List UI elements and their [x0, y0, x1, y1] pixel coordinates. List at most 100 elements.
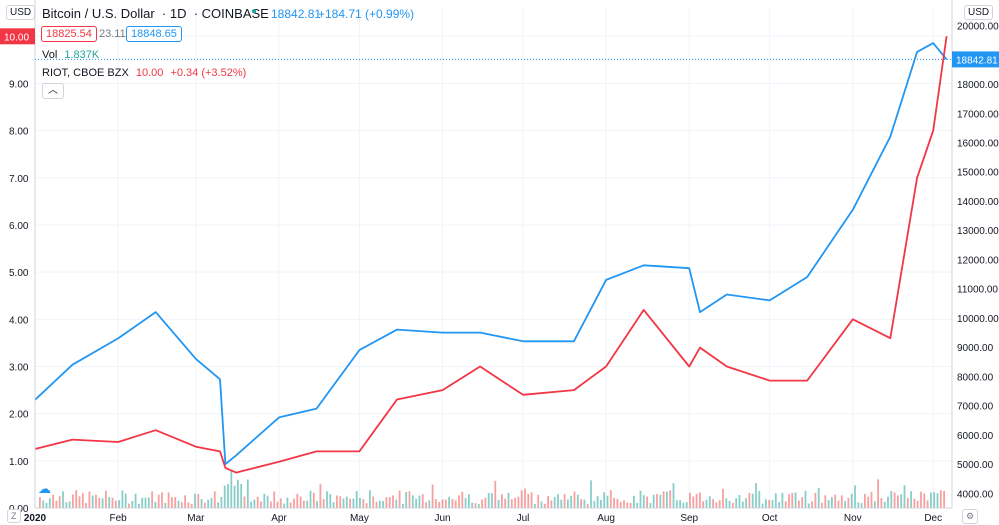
- volume-bars: [39, 470, 945, 508]
- right-tick-label: 11000.00: [957, 285, 998, 296]
- volume-bar: [926, 500, 929, 508]
- volume-bar: [798, 500, 800, 508]
- right-tick-label: 9000.00: [957, 343, 994, 354]
- symbol-title[interactable]: Bitcoin / U.S. Dollar · 1D · COINBASE: [42, 6, 269, 21]
- auto-scale-icon[interactable]: Z: [7, 509, 21, 523]
- volume-bar: [501, 494, 503, 508]
- volume-legend[interactable]: Vol 1.837K: [42, 49, 99, 61]
- volume-bar: [715, 502, 718, 508]
- right-tick-label: 18000.00: [957, 80, 999, 91]
- volume-bar: [510, 499, 513, 508]
- volume-bar: [748, 492, 751, 508]
- volume-bar: [732, 502, 734, 508]
- volume-bar: [78, 496, 81, 508]
- volume-bar: [345, 496, 348, 508]
- volume-bar: [161, 492, 163, 508]
- collapse-legend-button[interactable]: ︿: [42, 83, 64, 99]
- volume-bar: [527, 493, 530, 508]
- volume-bar: [933, 492, 936, 508]
- right-tick-label: 4000.00: [957, 489, 994, 500]
- left-tick-label: 1.00: [9, 457, 29, 468]
- buy-button[interactable]: 18848.65: [126, 26, 182, 42]
- volume-bar: [286, 497, 289, 508]
- volume-bar: [114, 500, 117, 508]
- settings-gear-icon[interactable]: ⚙: [962, 509, 979, 524]
- volume-bar: [332, 502, 335, 508]
- volume-bar: [745, 498, 747, 508]
- volume-bar: [461, 491, 464, 508]
- volume-bar: [722, 488, 724, 508]
- volume-bar: [65, 502, 68, 508]
- volume-bar: [458, 495, 460, 508]
- volume-bar: [220, 497, 223, 508]
- volume-bar: [666, 491, 668, 508]
- volume-bar: [662, 491, 665, 508]
- volume-bar: [930, 492, 932, 508]
- volume-bar: [101, 498, 104, 508]
- sell-button[interactable]: 18825.54: [41, 26, 97, 42]
- right-scale-currency[interactable]: USD: [964, 5, 994, 20]
- volume-bar: [362, 499, 365, 508]
- volume-bar: [184, 495, 186, 508]
- volume-bar: [138, 503, 140, 508]
- volume-bar: [920, 491, 922, 508]
- btc-line: [34, 42, 948, 466]
- volume-bar: [296, 493, 299, 508]
- x-tick-label: Aug: [597, 513, 615, 524]
- volume-bar: [289, 502, 292, 508]
- left-scale-currency[interactable]: USD: [6, 5, 36, 20]
- volume-bar: [530, 492, 533, 508]
- volume-bar: [619, 501, 622, 508]
- volume-bar: [303, 500, 305, 508]
- volume-bar: [197, 493, 200, 508]
- volume-bar: [649, 503, 652, 508]
- volume-bar: [596, 496, 599, 508]
- volume-bar: [428, 500, 431, 508]
- volume-bar: [682, 502, 685, 508]
- volume-bar: [507, 492, 510, 508]
- x-tick-label: 2020: [24, 513, 47, 524]
- volume-bar: [524, 488, 526, 508]
- volume-bar: [514, 497, 516, 508]
- volume-bar: [831, 497, 833, 508]
- volume-bar: [735, 498, 738, 508]
- volume-bar: [560, 499, 563, 508]
- volume-bar: [253, 499, 256, 508]
- volume-bar: [887, 496, 889, 508]
- volume-bar: [656, 494, 658, 508]
- volume-bar: [850, 493, 853, 508]
- compare-symbol: RIOT, CBOE BZX: [42, 67, 129, 79]
- volume-bar: [916, 500, 919, 508]
- x-tick-label: Jun: [434, 513, 450, 524]
- volume-bar: [213, 491, 216, 508]
- chevron-up-icon: ︿: [48, 85, 58, 96]
- compare-legend[interactable]: RIOT, CBOE BZX 10.00 +0.34 (+3.52%): [42, 67, 246, 79]
- volume-bar: [768, 499, 771, 508]
- volume-bar: [623, 500, 625, 508]
- volume-bar: [369, 490, 371, 508]
- volume-bar: [375, 501, 378, 508]
- volume-bar: [39, 497, 41, 508]
- spread-value: 23.11: [99, 28, 126, 40]
- volume-bar: [451, 498, 454, 508]
- volume-bar: [890, 490, 893, 508]
- volume-bar: [847, 497, 850, 508]
- btc-price-tag: [952, 51, 999, 68]
- riot-price-tag-label: 10.00: [4, 32, 29, 43]
- volume-bar: [464, 498, 467, 508]
- right-price-scale: 4000.00 5000.00 6000.00 7000.00 8000.00 9000.…: [957, 22, 999, 501]
- volume-bar: [580, 499, 582, 508]
- volume-bar: [388, 497, 391, 508]
- volume-bar: [873, 501, 876, 508]
- volume-bar: [844, 501, 846, 508]
- volume-bar: [68, 501, 71, 508]
- volume-bar: [425, 502, 427, 508]
- volume-bar: [299, 496, 302, 508]
- volume-bar: [454, 500, 457, 508]
- volume-bar: [190, 503, 193, 508]
- volume-bar: [62, 491, 64, 508]
- compare-change: +0.34 (+3.52%): [170, 67, 247, 79]
- volume-bar: [319, 483, 322, 508]
- volume-bar: [778, 502, 780, 508]
